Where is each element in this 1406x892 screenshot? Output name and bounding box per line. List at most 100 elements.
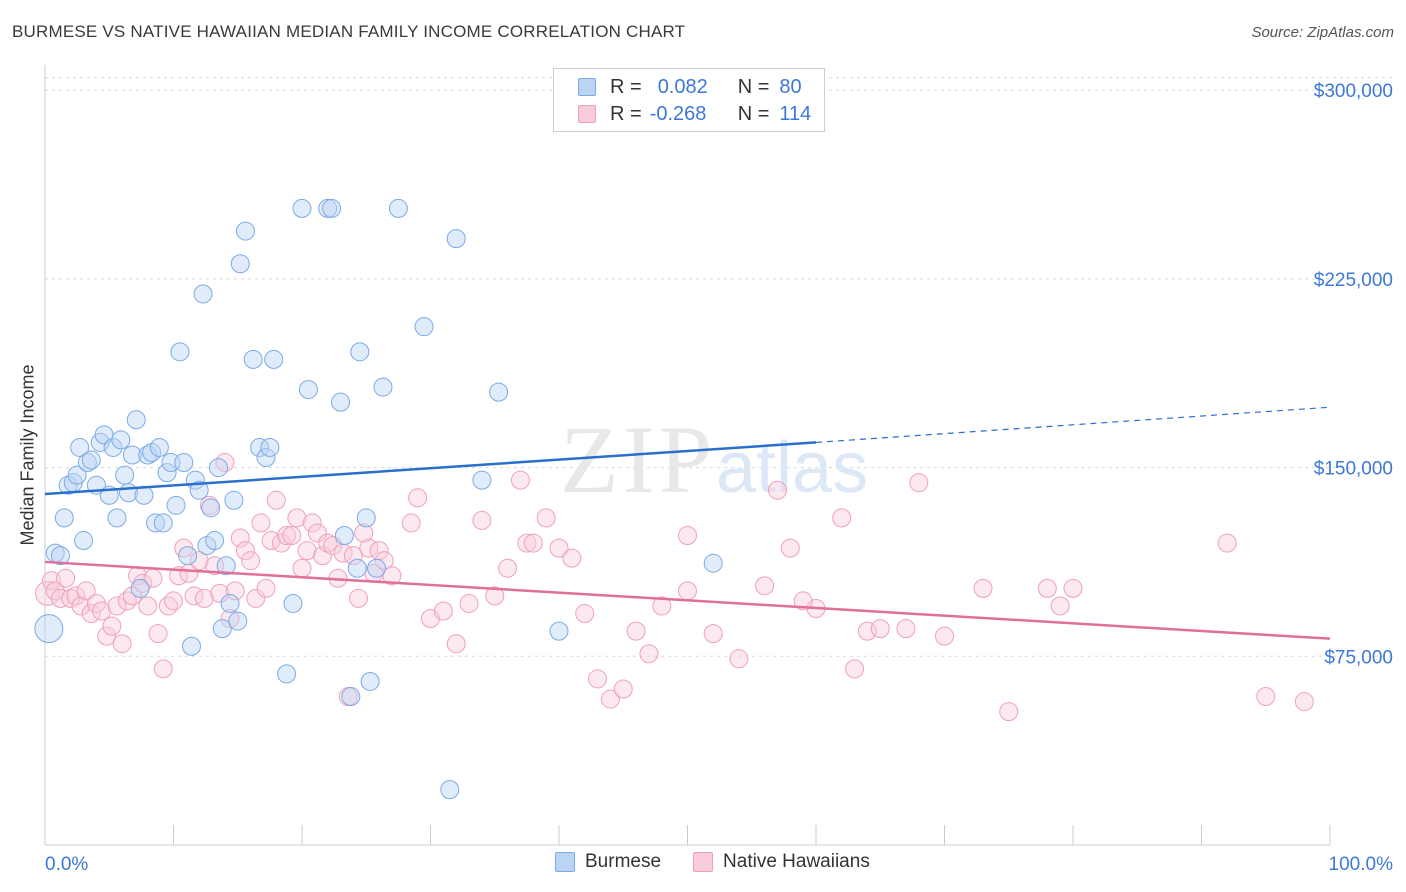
point-burmese — [260, 437, 280, 457]
point-hawaiian — [639, 644, 659, 664]
y-tick-label: $75,000 — [1324, 647, 1393, 668]
point-hawaiian — [230, 528, 250, 548]
trend-burmese-projection — [815, 406, 1331, 444]
legend-row-hawaiian: R = -0.268 N = 114 — [554, 102, 811, 126]
point-hawaiian — [189, 551, 209, 571]
point-hawaiian — [246, 588, 266, 608]
point-hawaiian — [703, 624, 723, 644]
point-hawaiian — [401, 513, 421, 533]
point-burmese — [174, 453, 194, 473]
point-hawaiian — [220, 609, 240, 629]
point-hawaiian — [235, 541, 255, 561]
point-burmese — [472, 470, 492, 490]
legend-item-hawaiian: Native Hawaiians — [693, 851, 870, 873]
point-hawaiian — [549, 538, 569, 558]
point-hawaiian — [349, 588, 369, 608]
point-hawaiian — [408, 488, 428, 508]
point-hawaiian — [133, 573, 153, 593]
point-hawaiian — [158, 596, 178, 616]
chart-title: BURMESE VS NATIVE HAWAIIAN MEDIAN FAMILY… — [12, 22, 686, 41]
point-hawaiian — [472, 510, 492, 530]
legend-label-burmese: Burmese — [585, 851, 662, 872]
point-hawaiian — [354, 523, 374, 543]
point-burmese — [230, 254, 250, 274]
point-hawaiian — [909, 473, 929, 493]
point-hawaiian — [613, 679, 633, 699]
x-tick-labels: 0.0% 100.0% — [45, 854, 1393, 875]
point-hawaiian — [1256, 687, 1276, 707]
point-hawaiian — [153, 659, 173, 679]
watermark-atlas: atlas — [716, 428, 868, 508]
y-tick-label: $150,000 — [1314, 459, 1393, 480]
point-hawaiian — [164, 591, 183, 611]
point-burmese — [350, 342, 370, 362]
point-hawaiian — [600, 689, 620, 709]
point-hawaiian — [205, 556, 225, 576]
hawaiian-swatch — [578, 105, 596, 123]
legend-row-burmese: R = 0.082 N = 80 — [554, 75, 802, 99]
point-hawaiian — [148, 624, 168, 644]
trend-hawaiian — [44, 560, 1331, 640]
point-hawaiian — [896, 619, 916, 639]
point-burmese — [414, 317, 434, 337]
trend-burmese — [44, 441, 817, 496]
axes — [44, 65, 1331, 846]
point-burmese — [208, 458, 228, 478]
point-hawaiian — [755, 576, 775, 596]
point-burmese — [205, 531, 225, 551]
n-label: N = — [737, 75, 770, 98]
point-hawaiian — [241, 551, 261, 571]
x-tick-label: 100.0% — [1329, 854, 1394, 875]
r-label: R = — [610, 102, 642, 125]
point-hawaiian — [56, 568, 76, 588]
point-hawaiian — [50, 588, 70, 608]
point-burmese — [166, 495, 186, 515]
point-hawaiian — [767, 480, 787, 500]
series-legend: Burmese Native Hawaiians — [555, 851, 902, 873]
point-burmese — [703, 553, 723, 573]
point-hawaiian — [498, 558, 518, 578]
point-hawaiian — [510, 470, 530, 490]
point-hawaiian — [107, 596, 127, 616]
point-burmese — [181, 636, 201, 656]
point-hawaiian — [71, 596, 91, 616]
point-hawaiian — [973, 578, 993, 598]
point-hawaiian — [793, 591, 813, 611]
point-burmese — [243, 349, 263, 369]
point-burmese — [54, 508, 74, 528]
y-tick-labels: $75,000 $150,000 $225,000 $300,000 — [1314, 81, 1393, 668]
point-hawaiian — [282, 526, 302, 546]
point-burmese — [149, 437, 169, 457]
point-hawaiian — [256, 578, 276, 598]
point-hawaiian — [292, 558, 312, 578]
burmese-swatch — [555, 852, 575, 872]
point-burmese — [216, 556, 236, 576]
point-burmese — [373, 377, 393, 397]
point-burmese — [81, 450, 101, 470]
point-burmese — [256, 448, 276, 468]
point-burmese — [67, 465, 87, 485]
point-hawaiian — [318, 533, 338, 553]
point-burmese — [367, 558, 387, 578]
r-value: -0.268 — [649, 102, 707, 125]
legend-item-burmese: Burmese — [555, 851, 661, 873]
point-burmese — [170, 342, 190, 362]
point-hawaiian — [459, 593, 479, 613]
r-label: R = — [610, 75, 642, 98]
point-burmese — [74, 531, 94, 551]
point-hawaiian — [517, 533, 537, 553]
point-burmese — [331, 392, 351, 412]
point-burmese — [153, 513, 173, 533]
point-hawaiian — [1050, 596, 1070, 616]
point-burmese — [34, 614, 64, 644]
n-label: N = — [737, 102, 770, 125]
point-hawaiian — [382, 566, 402, 586]
point-hawaiian — [266, 490, 286, 510]
point-hawaiian — [780, 538, 800, 558]
point-burmese — [549, 621, 569, 641]
point-hawaiian — [523, 533, 543, 553]
point-burmese — [322, 198, 342, 218]
point-hawaiian — [194, 588, 214, 608]
y-axis-label: Median Family Income — [17, 364, 38, 546]
point-hawaiian — [1037, 578, 1057, 598]
